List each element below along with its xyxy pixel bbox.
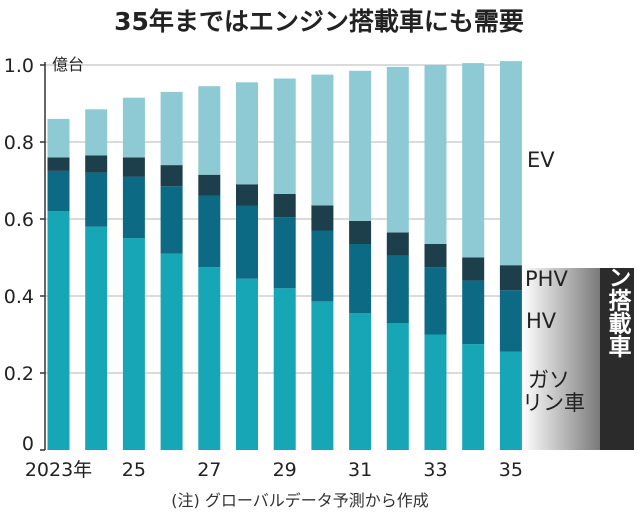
x-tick-labels: 2023年 25 27 29 31 33 35 [25,459,523,481]
bar-segment [499,290,522,352]
y-tick-label: 0 [22,433,34,455]
bar-segment [47,157,70,171]
source-note: (注) グローバルデータ予測から作成 [171,491,428,510]
bar-segment [85,226,108,450]
y-tick-label: 1.0 [4,55,34,77]
bar-segment [236,82,258,185]
bar-segment [160,165,183,187]
bar-segment [273,217,296,289]
bar-segment [462,257,485,281]
bar-segment [273,288,296,450]
bar-segment [273,78,296,194]
bar-segment [349,244,372,314]
y-tick-label: 0.2 [4,363,34,385]
bar-segment [424,267,447,335]
bar-segment [85,109,108,156]
bar-segment [349,70,372,221]
bar-segment [47,211,70,450]
bar-segment [122,176,145,239]
bar-segment [273,194,296,218]
bar-segment [198,174,221,196]
bar-segment [462,280,485,345]
x-tick-label: 29 [273,459,297,481]
gasoline-segment-label-line1: ガソ [528,368,570,392]
bar-segment [122,97,145,158]
bar-segment [349,220,372,244]
bar-segment [122,238,145,450]
x-tick-label: 35 [499,459,523,481]
engine-group-box [600,268,634,450]
bar-segment [311,230,334,302]
ev-segment-label: EV [527,148,555,172]
bar-segment [160,253,183,450]
bar-segment [462,344,485,450]
x-tick-label: 27 [197,459,221,481]
bar-segment [311,205,334,231]
bar-segment [386,66,409,233]
bar-segment [386,232,409,256]
bar-segment [424,244,447,268]
bar-segment [160,91,183,166]
bar-segment [122,157,145,177]
bar-segment [236,205,258,279]
y-tick-label: 0.6 [4,209,34,231]
engine-group-band [522,268,600,450]
bar-segment [499,61,522,266]
bar-segment [198,86,221,175]
bar-segment [85,172,108,227]
bar-segment [236,184,258,206]
unit-label: 億台 [52,55,84,74]
y-tick-label: 0.4 [4,286,34,308]
chart-title: 35年まではエンジン搭載車にも需要 [114,7,524,36]
bar-segment [85,155,108,173]
bar-segment [386,255,409,323]
bar-segment [198,195,221,268]
bars-layer [47,61,522,450]
bar-segment [424,334,447,450]
x-tick-label: 2023年 [25,459,92,481]
bar-segment [499,351,522,450]
y-tick-labels: 0 0.2 0.4 0.6 0.8 1.0 [4,55,34,455]
phv-segment-label: PHV [525,267,568,291]
x-tick-label: 25 [122,459,146,481]
x-tick-label: 33 [423,459,447,481]
bar-segment [311,301,334,450]
bar-segment [424,65,447,244]
bar-segment [462,63,485,258]
bar-segment [349,313,372,450]
bar-segment [236,278,258,450]
bar-segment [499,265,522,291]
bar-segment [160,186,183,254]
engine-group-label: エンジン搭載車 [604,197,632,359]
x-tick-label: 31 [348,459,372,481]
gasoline-segment-label-line2: リン車 [522,391,585,415]
y-tick-label: 0.8 [4,132,34,154]
bar-segment [198,267,221,450]
hv-segment-label: HV [526,309,557,333]
bar-segment [311,74,334,206]
bar-segment [386,322,409,450]
bar-segment [47,170,70,212]
bar-segment [47,118,70,158]
